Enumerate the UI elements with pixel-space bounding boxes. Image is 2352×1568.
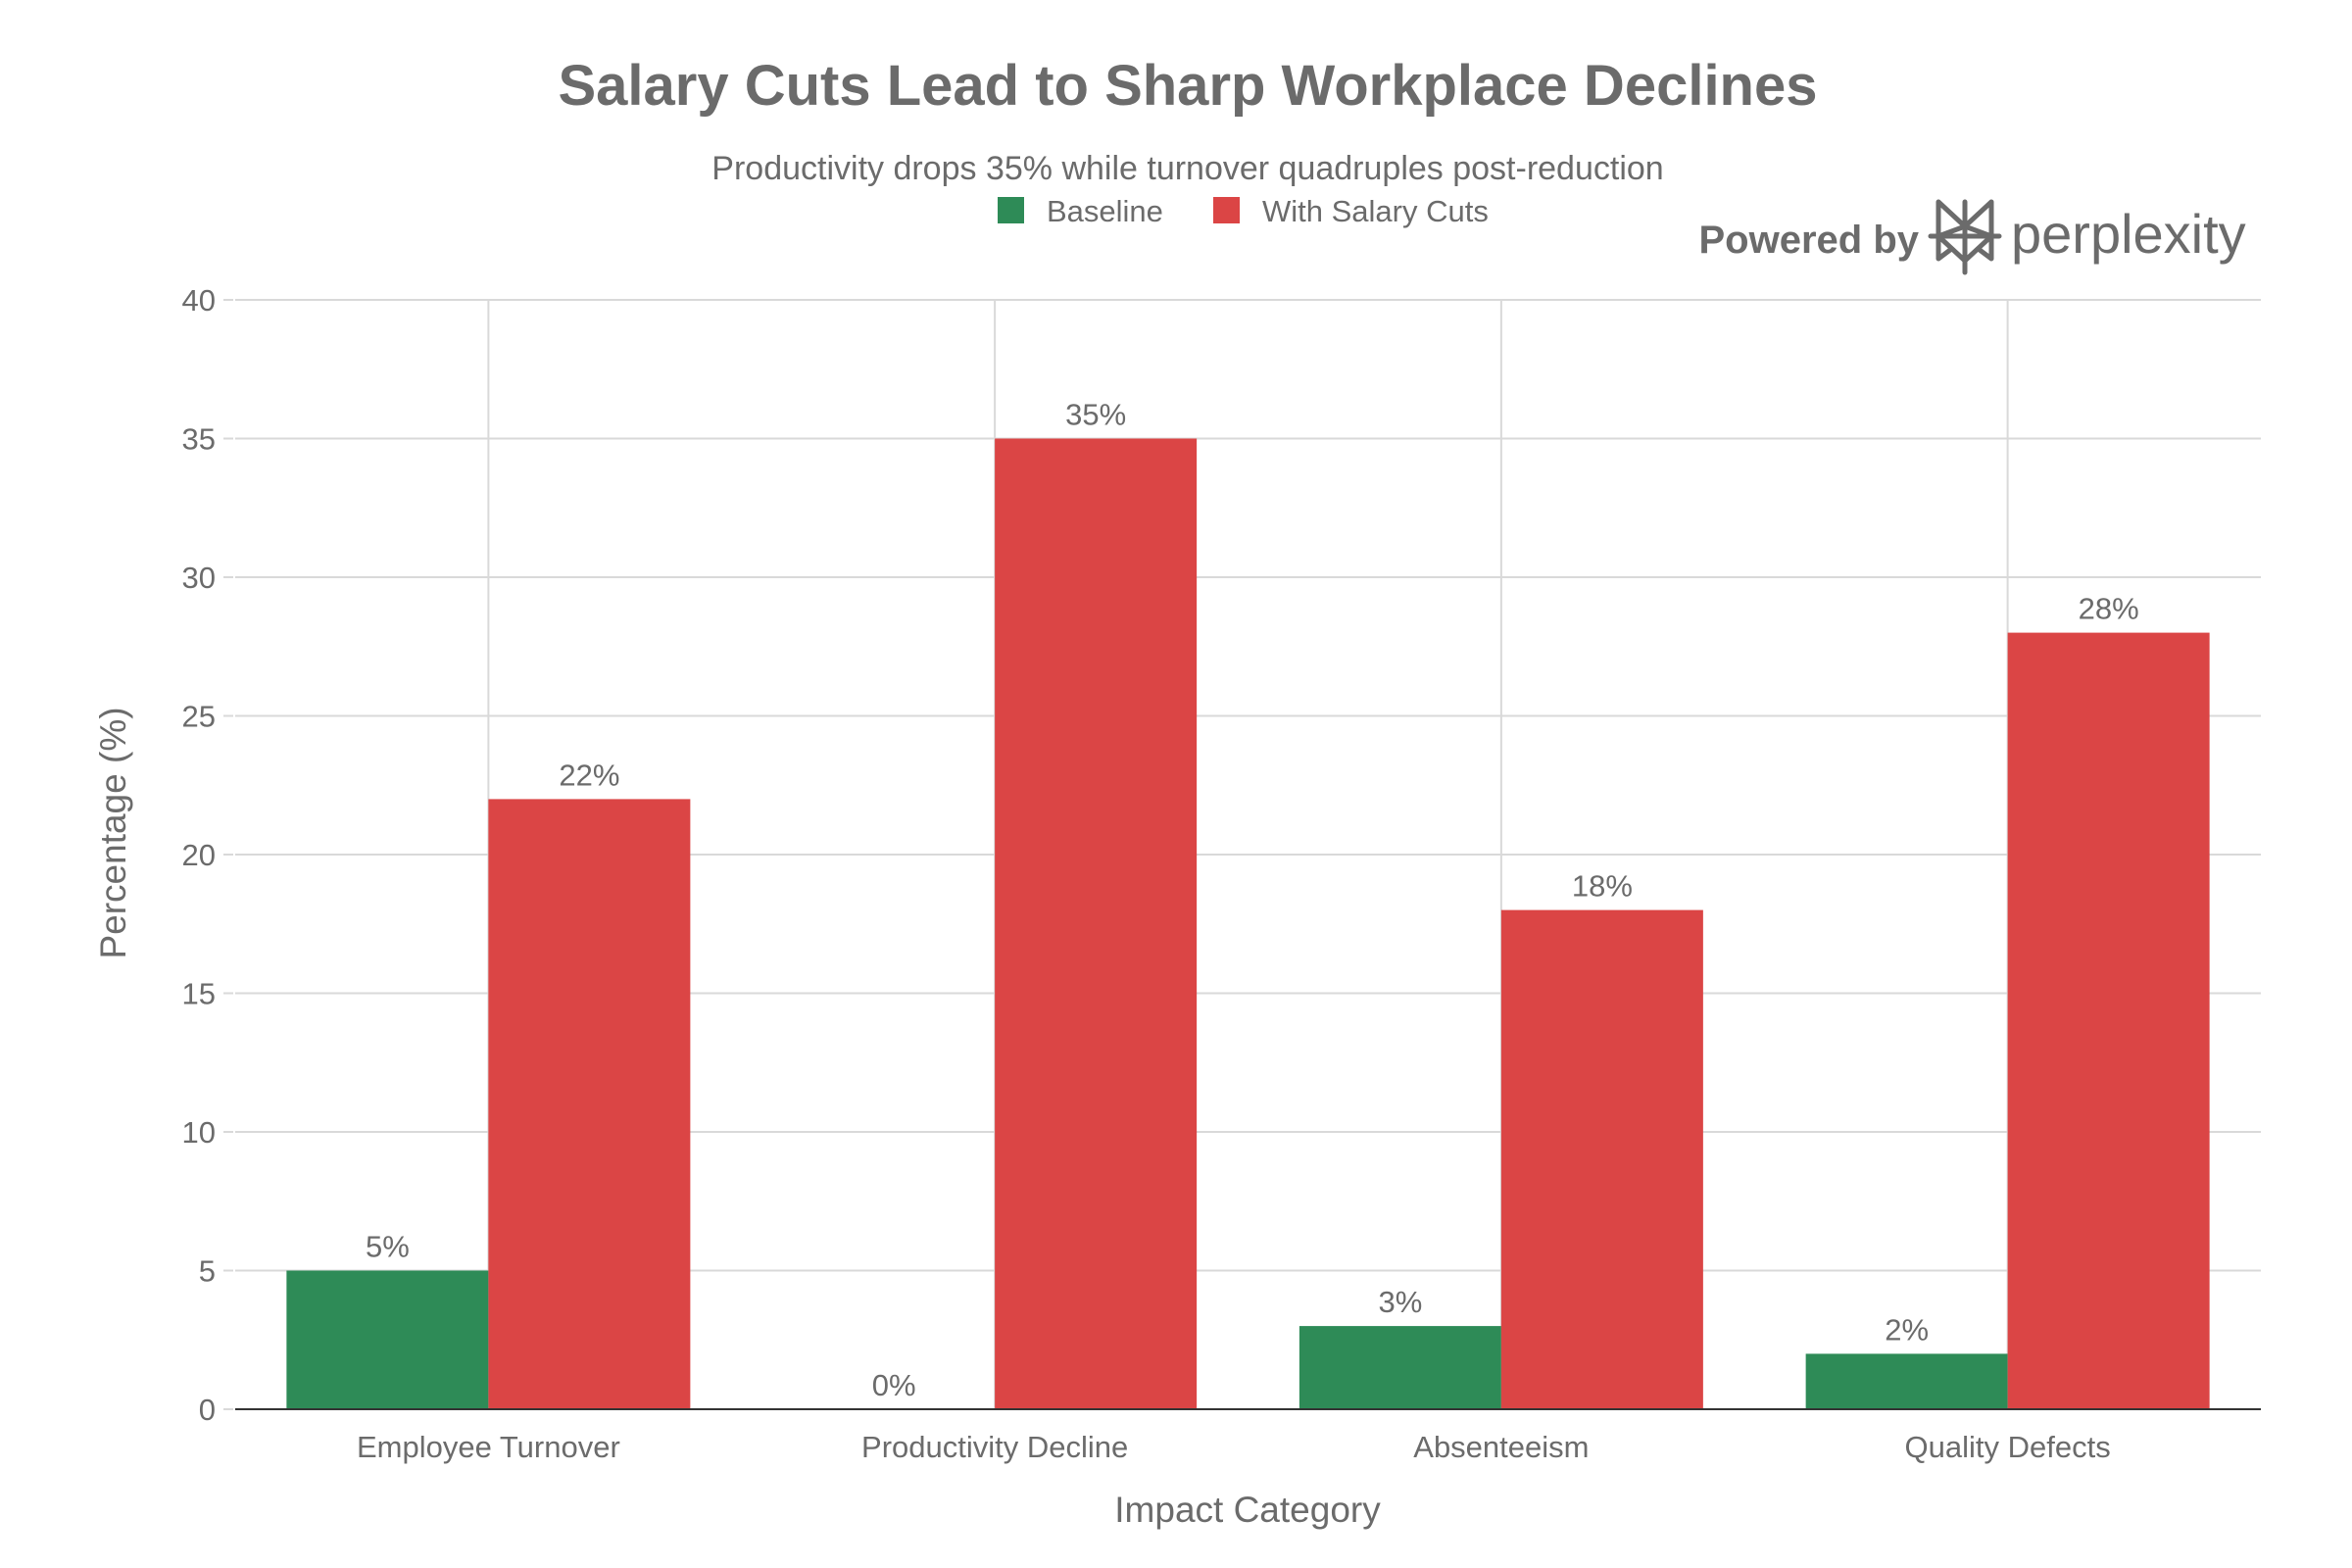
x-tick-label: Absenteeism [1413,1430,1589,1464]
bar-value-label: 35% [1065,398,1126,432]
y-tick-label: 25 [182,700,216,734]
bar-salary-cuts [2007,632,2210,1409]
legend-swatch-baseline [998,197,1024,223]
bar-salary-cuts [1500,909,1703,1409]
x-tick-label: Employee Turnover [357,1430,620,1464]
y-tick-label: 10 [182,1115,216,1150]
y-tick-label: 15 [182,977,216,1011]
chart-title: Salary Cuts Lead to Sharp Workplace Decl… [558,54,1817,118]
x-tick-label: Quality Defects [1905,1430,2111,1464]
bars [286,438,2210,1409]
bar-value-label: 22% [559,758,619,792]
bar-value-label: 18% [1572,869,1633,904]
bar-baseline [286,1270,489,1409]
x-axis-title: Impact Category [1114,1490,1381,1530]
bar-value-label: 0% [872,1368,916,1402]
bar-value-label: 2% [1885,1312,1929,1347]
bar-salary-cuts [488,799,691,1409]
y-tick-label: 40 [182,283,216,318]
bar-baseline [1805,1353,2008,1409]
axes: 0 5 10 15 20 25 30 35 40 Employee Turnover Product… [182,283,2261,1464]
legend-label-baseline: Baseline [1047,194,1163,228]
perplexity-logo-icon [1928,199,2002,275]
y-axis-title: Percentage (%) [93,707,133,958]
y-tick-label: 0 [199,1393,216,1427]
y-tick-label: 30 [182,561,216,595]
y-tick-label: 20 [182,838,216,872]
legend-swatch-salary-cuts [1213,197,1240,223]
bar-value-label: 28% [2079,592,2139,626]
bar-salary-cuts [995,438,1198,1409]
bar-labels: 5% 22% 0% 35% 3% 18% 2% 28% [366,398,2139,1403]
legend-label-salary-cuts: With Salary Cuts [1262,194,1489,228]
watermark-brand: perplexity [2011,203,2246,265]
y-tick-label: 35 [182,422,216,457]
x-tick-label: Productivity Decline [861,1430,1128,1464]
watermark: Powered by perplexity [1698,199,2246,275]
bar-value-label: 5% [366,1230,410,1264]
bar-value-label: 3% [1378,1285,1422,1319]
watermark-prefix: Powered by [1698,219,1919,262]
chart-subtitle: Productivity drops 35% while turnover qu… [711,150,1663,187]
legend: Baseline With Salary Cuts [998,194,1489,228]
bar-baseline [1298,1326,1501,1409]
y-tick-label: 5 [199,1254,216,1289]
